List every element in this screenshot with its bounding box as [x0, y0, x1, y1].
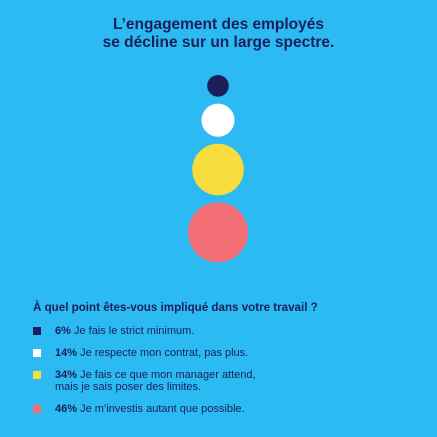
survey-question: À quel point êtes-vous impliqué dans vot… — [33, 301, 318, 314]
legend-item-4: 46% Je m’investis autant que possible. — [33, 403, 245, 415]
chart-title: L’engagement des employés se décline sur… — [0, 16, 437, 52]
chart-title-line-1: L’engagement des employés — [112, 16, 325, 33]
bubble-4 — [188, 202, 248, 263]
legend-percent: 46% — [55, 403, 78, 415]
legend-label: 14% Je respecte mon contrat, pas plus. — [55, 347, 248, 359]
legend-label: 6% Je fais le strict minimum. — [55, 325, 194, 337]
legend-label-line: 34% Je fais ce que mon manager attend, — [55, 369, 256, 381]
bubble-1 — [207, 75, 229, 97]
legend-label: 34% Je fais ce que mon manager attend, ma… — [55, 369, 256, 393]
legend-swatch — [33, 327, 41, 335]
legend-swatch — [33, 371, 41, 379]
legend-label-line: 46% Je m’investis autant que possible. — [55, 403, 245, 415]
legend-percent: 14% — [55, 347, 78, 359]
legend-item-1: 6% Je fais le strict minimum. — [33, 325, 194, 337]
legend-item-3: 34% Je fais ce que mon manager attend, ma… — [33, 369, 256, 393]
bubble-2 — [201, 103, 235, 137]
legend-label-line: 6% Je fais le strict minimum. — [55, 325, 195, 337]
legend-item-2: 14% Je respecte mon contrat, pas plus. — [33, 347, 248, 359]
chart-title-line-2: se décline sur un large spectre. — [102, 34, 335, 51]
bubble-3 — [192, 143, 244, 196]
legend-swatch — [33, 405, 41, 413]
legend-label: 46% Je m’investis autant que possible. — [55, 403, 245, 415]
legend-label-line: 14% Je respecte mon contrat, pas plus. — [55, 347, 249, 359]
legend-swatch — [33, 349, 41, 357]
legend-percent: 34% — [55, 369, 78, 381]
legend-label-line: mais je sais poser des limites. — [55, 381, 202, 393]
legend-percent: 6% — [55, 325, 71, 337]
